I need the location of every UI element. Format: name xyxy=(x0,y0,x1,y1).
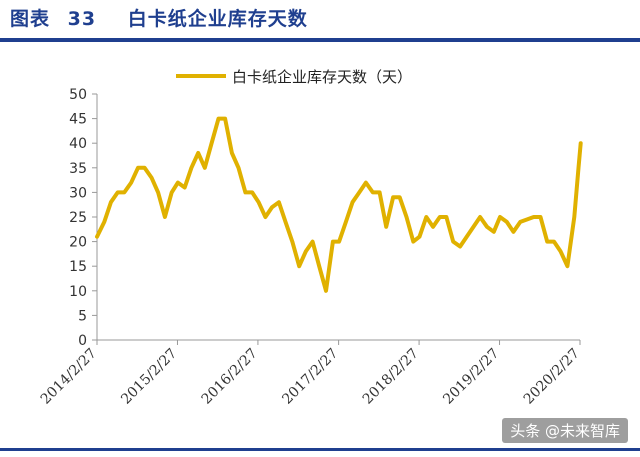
y-tick-label: 15 xyxy=(69,259,87,275)
x-tick-label: 2017/2/27 xyxy=(279,346,341,408)
y-axis-ticks: 0 5 10 15 20 25 30 35 40 45 50 xyxy=(69,87,97,349)
y-tick-label: 10 xyxy=(69,284,87,300)
figure-heading: 白卡纸企业库存天数 xyxy=(127,8,308,30)
y-tick-label: 20 xyxy=(69,235,87,251)
chart-axes xyxy=(96,94,580,341)
y-tick-label: 45 xyxy=(69,112,87,128)
x-tick-label: 2020/2/27 xyxy=(521,346,583,408)
x-tick-label: 2018/2/27 xyxy=(360,346,422,408)
x-tick-label: 2016/2/27 xyxy=(199,346,261,408)
x-axis-ticks: 2014/2/27 2015/2/27 2016/2/27 2017/2/27 2018… xyxy=(38,340,583,408)
legend-label: 白卡纸企业库存天数（天） xyxy=(232,68,412,86)
chart-legend: 白卡纸企业库存天数（天） xyxy=(176,68,412,86)
y-tick-label: 0 xyxy=(78,333,87,349)
title-rule xyxy=(0,38,640,42)
figure-label: 图表 xyxy=(10,8,51,30)
series-line xyxy=(95,116,583,293)
y-tick-label: 30 xyxy=(69,185,87,201)
bottom-rule xyxy=(0,448,640,451)
y-tick-label: 50 xyxy=(69,87,87,103)
x-tick-label: 2015/2/27 xyxy=(118,346,180,408)
figure-title: 图表 33 白卡纸企业库存天数 xyxy=(10,4,308,31)
y-tick-label: 40 xyxy=(69,136,87,152)
y-tick-label: 25 xyxy=(69,210,87,226)
x-tick-label: 2014/2/27 xyxy=(38,346,100,408)
chart-series xyxy=(95,116,583,293)
y-tick-label: 35 xyxy=(69,161,87,177)
x-tick-label: 2019/2/27 xyxy=(440,346,502,408)
figure-number: 33 xyxy=(67,8,97,30)
watermark: 头条 @未来智库 xyxy=(502,418,628,443)
y-tick-label: 5 xyxy=(78,308,87,324)
